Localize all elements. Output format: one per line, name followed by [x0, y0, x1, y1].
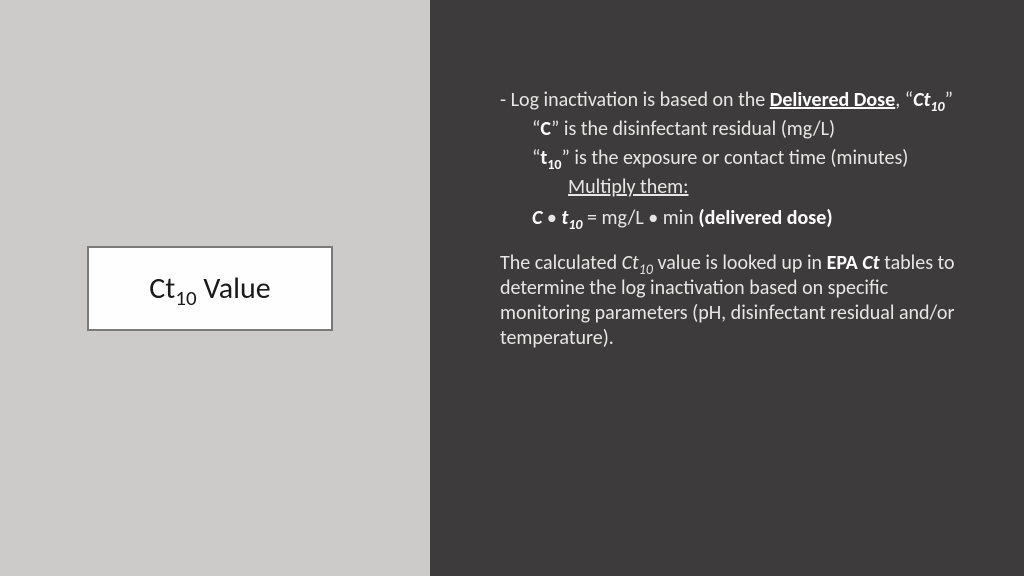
multiply-them: Multiply them: — [500, 175, 964, 200]
slide-title: Ct10 Value — [149, 270, 270, 307]
text: ” is the exposure or contact time (minut… — [562, 146, 909, 170]
ct10-ital: Ct10 — [622, 251, 653, 275]
title-sub: 10 — [175, 285, 196, 311]
eq-text: = mg/L • min — [583, 206, 699, 230]
ct: Ct — [913, 88, 930, 112]
ct10: Ct10 — [913, 88, 945, 112]
title-prefix: Ct — [149, 270, 175, 307]
formula-t10: t10 — [561, 206, 582, 230]
text: value is looked up in — [653, 251, 827, 275]
c-bold: C — [540, 117, 551, 141]
left-panel: Ct10 Value — [0, 0, 430, 576]
formula-c: C — [532, 206, 542, 230]
ct-bold-ital: Ct — [862, 251, 879, 275]
slide: Ct10 Value - Log inactivation is based o… — [0, 0, 1024, 576]
multiply-text: Multiply them: — [568, 175, 689, 199]
right-panel: - Log inactivation is based on the Deliv… — [430, 0, 1024, 576]
c-definition: “C” is the disinfectant residual (mg/L) — [500, 117, 964, 142]
ct-sub: 10 — [930, 98, 944, 115]
text: ” — [945, 88, 953, 112]
t10-definition: “t10” is the exposure or contact time (m… — [500, 146, 964, 171]
text: The calculated — [500, 251, 622, 275]
delivered-dose: Delivered Dose — [770, 88, 895, 112]
formula-line: C • t10 = mg/L • min (delivered dose) — [500, 206, 964, 231]
text: - Log inactivation is based on the — [500, 88, 770, 112]
line-log-inactivation: - Log inactivation is based on the Deliv… — [500, 88, 964, 113]
title-suffix: Value — [197, 270, 271, 307]
t-sub: 10 — [547, 156, 561, 173]
t-sub: 10 — [568, 216, 582, 233]
title-box: Ct10 Value — [87, 246, 332, 331]
text: , “ — [895, 88, 913, 112]
text: ” is the disinfectant residual (mg/L) — [551, 117, 835, 141]
delivered-dose-label: (delivered dose) — [698, 206, 832, 230]
t10-bold: t10 — [540, 146, 561, 170]
epa-bold: EPA — [827, 251, 863, 275]
epa-paragraph: The calculated Ct10 value is looked up i… — [500, 251, 964, 351]
ct: Ct — [622, 251, 639, 275]
dot: • — [542, 206, 561, 230]
